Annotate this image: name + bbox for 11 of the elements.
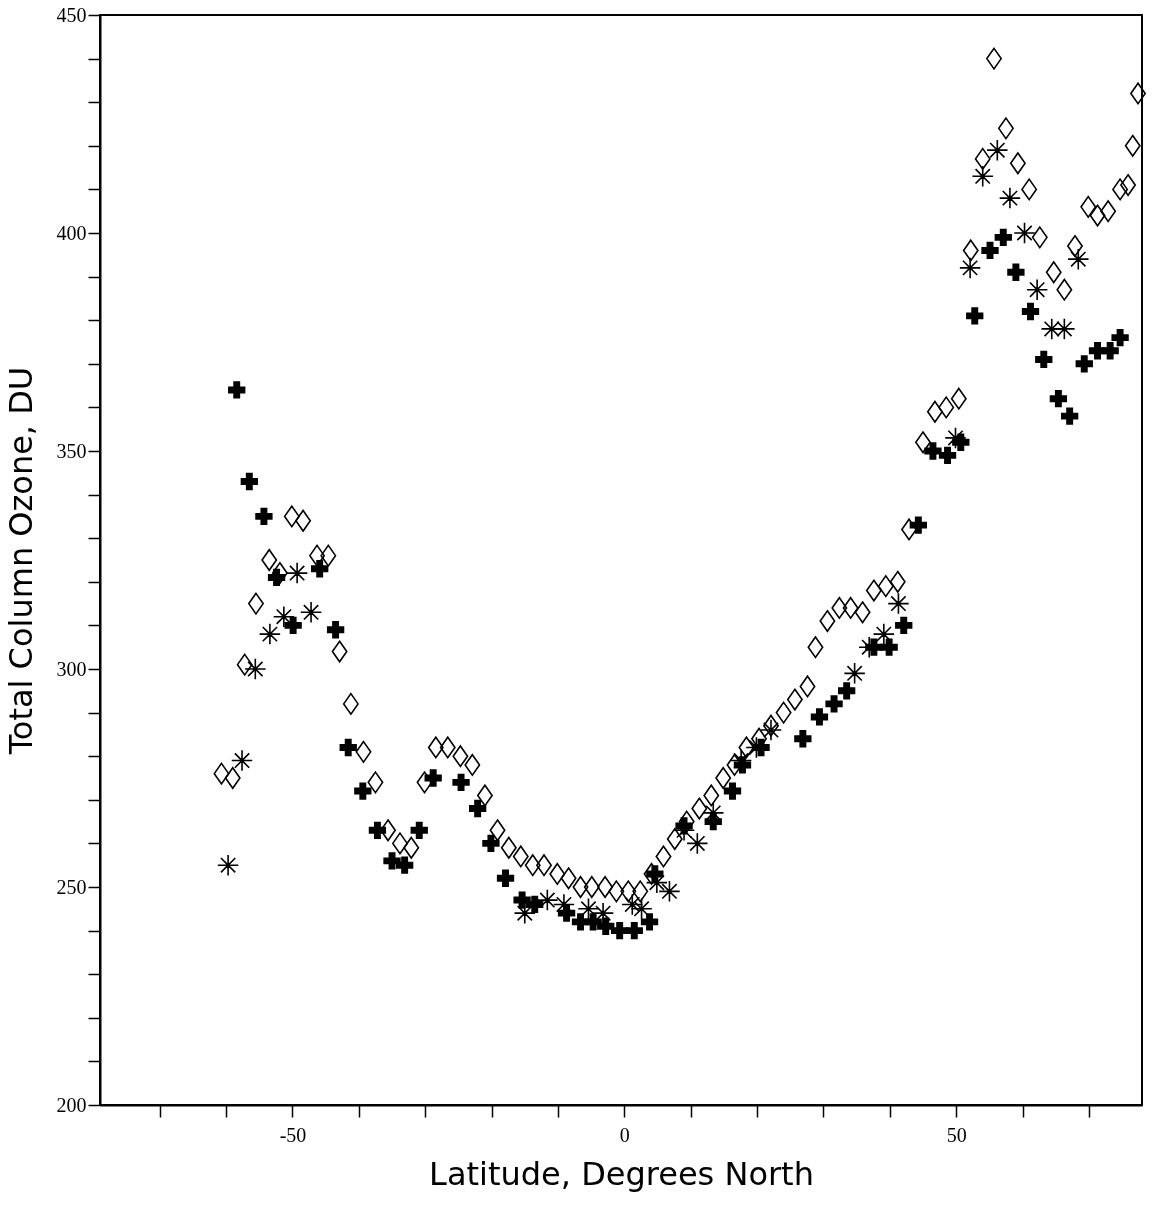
x-tick-label: 0	[619, 1123, 630, 1146]
y-tick-label: 200	[56, 1093, 87, 1116]
x-tick-label: 50	[946, 1123, 967, 1146]
y-tick-label: 400	[56, 221, 87, 244]
x-tick-label: -50	[279, 1123, 307, 1146]
y-tick-label: 250	[56, 875, 87, 898]
y-tick-label: 300	[56, 657, 87, 680]
x-axis-title: Latitude, Degrees North	[429, 1154, 814, 1193]
y-axis-title: Total Column Ozone, DU	[1, 366, 40, 756]
y-tick-label: 450	[56, 3, 87, 26]
y-tick-label: 350	[56, 439, 87, 462]
